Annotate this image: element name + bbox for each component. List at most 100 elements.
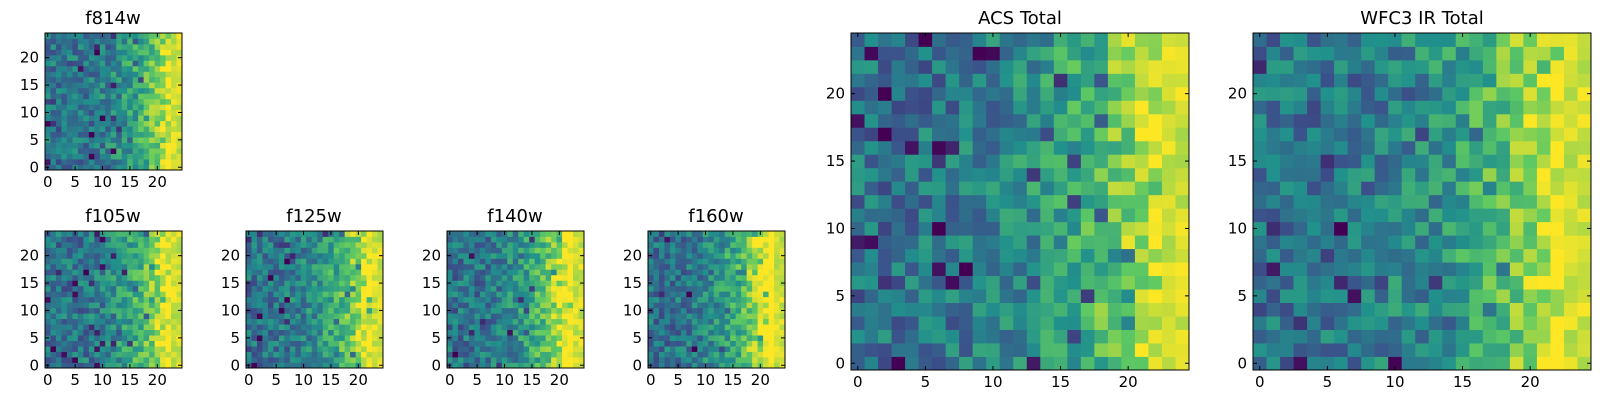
heatmap-cell <box>1134 329 1149 344</box>
heatmap-cell <box>333 324 340 331</box>
heatmap-cell <box>1320 275 1335 290</box>
heatmap-cell <box>496 252 503 259</box>
heatmap-cell <box>1053 275 1068 290</box>
heatmap-cell <box>1148 302 1163 317</box>
heatmap-cell <box>496 285 503 292</box>
heatmap-cell <box>1266 127 1281 142</box>
heatmap-cell <box>311 329 318 336</box>
heatmap-cell <box>132 65 139 72</box>
heatmap-cell <box>94 38 101 45</box>
heatmap-cell <box>88 236 95 243</box>
heatmap-cell <box>1307 316 1321 330</box>
heatmap-cell <box>918 113 933 128</box>
heatmap-cell <box>768 285 775 292</box>
heatmap-cell <box>562 302 568 309</box>
heatmap-cell <box>262 351 269 358</box>
heatmap-cell <box>463 285 470 292</box>
heatmap-cell <box>88 109 95 116</box>
heatmap-cell <box>1577 275 1592 290</box>
heatmap-cell <box>664 231 671 237</box>
heatmap-cell <box>746 263 753 270</box>
heatmap-cell <box>344 280 351 287</box>
heatmap-cell <box>1307 167 1321 182</box>
heatmap-cell <box>121 291 128 298</box>
heatmap-cell <box>138 236 145 243</box>
heatmap-cell <box>61 231 68 237</box>
heatmap-cell <box>1401 262 1416 277</box>
heatmap-cell <box>1442 289 1457 303</box>
heatmap-cell <box>1523 154 1538 169</box>
heatmap-cell <box>999 194 1014 209</box>
heatmap-cell <box>556 346 563 352</box>
heatmap-cell <box>1455 235 1470 250</box>
heatmap-cell <box>344 291 351 298</box>
heatmap-cell <box>1266 86 1281 101</box>
heatmap-cell <box>88 340 95 347</box>
heatmap-cell <box>463 346 470 352</box>
heatmap-cell <box>534 258 541 265</box>
heatmap-cell <box>999 113 1014 128</box>
heatmap-cell <box>479 280 486 287</box>
heatmap-cell <box>171 351 177 358</box>
heatmap-cell <box>50 109 57 116</box>
heatmap-cell <box>686 346 693 352</box>
heatmap-cell <box>1442 356 1457 371</box>
heatmap-cell <box>116 60 123 67</box>
heatmap-cell <box>1067 154 1082 169</box>
heatmap-cell <box>779 263 786 270</box>
heatmap-cell <box>339 241 346 248</box>
heatmap-cell <box>105 324 112 331</box>
heatmap-cell <box>99 357 106 363</box>
heatmap-cell <box>1577 194 1592 209</box>
heatmap-cell <box>160 98 166 105</box>
heatmap-cell <box>1550 100 1565 115</box>
heatmap-cell <box>1563 356 1578 371</box>
heatmap-cell <box>1320 356 1335 371</box>
heatmap-cell <box>501 241 508 248</box>
heatmap-cell <box>160 285 166 292</box>
heatmap-cell <box>523 285 530 292</box>
heatmap-cell <box>110 252 117 259</box>
heatmap-cell <box>658 269 665 276</box>
heatmap-cell <box>1121 208 1136 223</box>
heatmap-cell <box>55 104 62 111</box>
heatmap-cell <box>746 313 753 320</box>
heatmap-cell <box>105 362 112 369</box>
heatmap-cell <box>138 258 145 265</box>
panel-title: ACS Total <box>978 8 1062 29</box>
heatmap-cell <box>479 313 486 320</box>
heatmap-cell <box>355 274 362 281</box>
heatmap-cell <box>1334 33 1349 47</box>
heatmap-cell <box>45 258 51 265</box>
heatmap-cell <box>540 291 547 298</box>
heatmap-cell <box>507 263 514 270</box>
heatmap-cell <box>83 241 90 248</box>
heatmap-cell <box>171 49 177 56</box>
heatmap-cell <box>1563 113 1578 128</box>
heatmap-cell <box>350 335 356 341</box>
heatmap-cell <box>110 148 117 154</box>
heatmap-cell <box>121 318 128 325</box>
heatmap-cell <box>1293 59 1308 74</box>
heatmap-cell <box>746 274 753 281</box>
heatmap-cell <box>1563 59 1578 74</box>
heatmap-cell <box>578 318 585 325</box>
heatmap-cell <box>1563 73 1578 88</box>
heatmap-cell <box>1509 86 1524 101</box>
heatmap-cell <box>306 318 313 325</box>
heatmap-cell <box>1523 167 1538 182</box>
heatmap-cell <box>121 307 128 314</box>
heatmap-cell <box>72 307 79 314</box>
heatmap-cell <box>45 38 51 45</box>
heatmap-cell <box>851 235 865 250</box>
heatmap-cell <box>361 291 367 298</box>
heatmap-cell <box>154 54 161 61</box>
heatmap-cell <box>653 280 660 287</box>
heatmap-cell <box>1293 46 1308 61</box>
heatmap-cell <box>88 274 95 281</box>
heatmap-cell <box>1067 46 1082 61</box>
heatmap-cell <box>273 357 280 363</box>
heatmap-cell <box>171 126 177 133</box>
heatmap-cell <box>518 340 525 347</box>
heatmap-cell <box>746 346 753 352</box>
